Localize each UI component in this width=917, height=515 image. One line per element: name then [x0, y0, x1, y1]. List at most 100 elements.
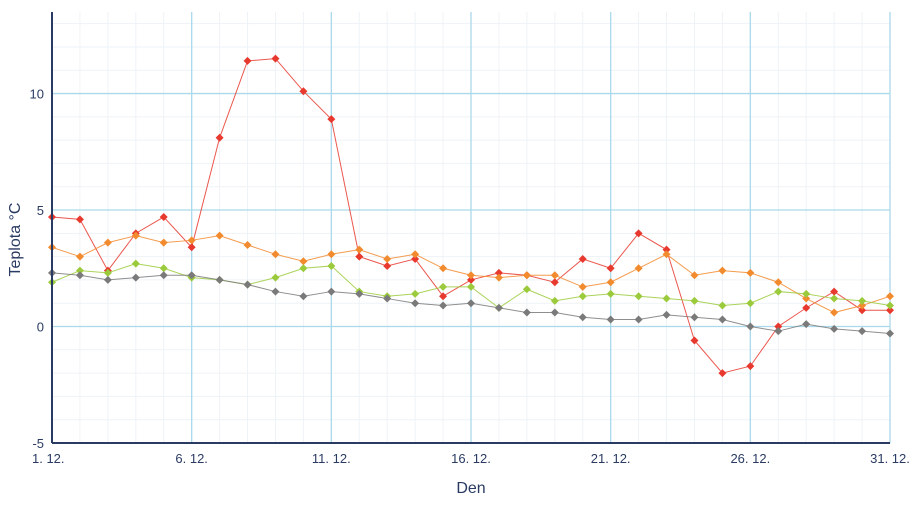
data-point — [327, 250, 336, 259]
data-point — [243, 240, 252, 249]
data-point — [634, 315, 643, 324]
y-tick-labels: -5 0 5 10 — [30, 87, 44, 451]
x-tick-label: 1. 12. — [32, 451, 65, 466]
data-point — [830, 324, 839, 333]
data-point — [131, 231, 140, 240]
data-point — [886, 329, 894, 338]
data-point — [746, 362, 755, 371]
data-point — [690, 336, 699, 345]
data-point — [774, 322, 783, 331]
data-point — [299, 257, 308, 266]
data-point — [103, 275, 112, 284]
data-point — [411, 289, 420, 298]
data-point — [187, 271, 196, 280]
data-point — [886, 306, 894, 315]
data-point — [215, 275, 224, 284]
x-tick-label: 6. 12. — [175, 451, 208, 466]
data-point — [75, 215, 84, 224]
data-point — [662, 250, 671, 259]
data-point — [215, 231, 224, 240]
data-point — [830, 287, 839, 296]
data-point — [103, 238, 112, 247]
data-point — [858, 327, 867, 336]
data-point — [327, 261, 336, 270]
data-point — [522, 285, 531, 294]
x-tick-label: 21. 12. — [591, 451, 631, 466]
data-point — [159, 264, 168, 273]
x-tick-label: 16. 12. — [451, 451, 491, 466]
data-point — [522, 271, 531, 280]
data-point — [830, 294, 839, 303]
data-point — [411, 250, 420, 259]
data-point — [159, 271, 168, 280]
data-point — [467, 299, 475, 308]
data-point — [550, 308, 559, 317]
data-point — [299, 292, 308, 301]
axes — [51, 12, 890, 444]
series-1 — [48, 54, 894, 378]
x-tick-label: 26. 12. — [730, 451, 770, 466]
x-axis-title: Den — [456, 480, 485, 497]
data-point — [75, 266, 84, 275]
data-point — [383, 294, 392, 303]
data-point — [439, 292, 448, 301]
data-point — [439, 264, 448, 273]
data-point — [467, 275, 475, 284]
data-point — [187, 243, 196, 252]
data-point — [439, 282, 448, 291]
data-point — [75, 271, 84, 280]
data-point — [550, 278, 559, 287]
data-point — [578, 282, 587, 291]
data-point — [494, 303, 503, 312]
data-point — [271, 250, 280, 259]
data-point — [467, 271, 475, 280]
data-point — [634, 264, 643, 273]
x-tick-labels: 1. 12. 6. 12. 11. 12. 16. 12. 21. 12. 26. 12.… — [32, 451, 910, 466]
data-point — [802, 294, 811, 303]
y-tick-label: 10 — [30, 87, 44, 102]
data-point — [746, 268, 755, 277]
data-point — [494, 273, 503, 282]
data-point — [243, 280, 252, 289]
data-point — [327, 115, 336, 124]
data-point — [606, 264, 615, 273]
data-point — [494, 268, 503, 277]
data-point — [578, 254, 587, 263]
data-point — [299, 87, 308, 96]
data-point — [103, 268, 112, 277]
series-4 — [48, 268, 894, 338]
data-point — [355, 245, 364, 254]
data-point — [718, 301, 727, 310]
data-point — [774, 287, 783, 296]
data-point — [858, 306, 867, 315]
series-layer — [48, 54, 894, 378]
x-tick-label: 11. 12. — [312, 451, 351, 466]
data-point — [411, 299, 420, 308]
data-point — [550, 296, 559, 305]
y-tick-label: 0 — [37, 320, 44, 335]
data-point — [606, 289, 615, 298]
data-point — [718, 369, 727, 378]
data-point — [187, 236, 196, 245]
data-point — [578, 292, 587, 301]
data-point — [802, 303, 811, 312]
data-point — [662, 294, 671, 303]
data-point — [271, 54, 280, 63]
data-point — [690, 271, 699, 280]
y-tick-label: -5 — [32, 436, 44, 451]
data-point — [634, 292, 643, 301]
data-point — [858, 301, 867, 310]
data-point — [355, 252, 364, 261]
data-point — [718, 315, 727, 324]
data-point — [550, 271, 559, 280]
data-point — [774, 278, 783, 287]
data-point — [606, 315, 615, 324]
data-point — [746, 299, 755, 308]
data-point — [215, 133, 224, 142]
data-point — [299, 264, 308, 273]
data-point — [802, 289, 811, 298]
data-point — [690, 313, 699, 322]
data-point — [634, 229, 643, 238]
data-point — [75, 252, 84, 261]
